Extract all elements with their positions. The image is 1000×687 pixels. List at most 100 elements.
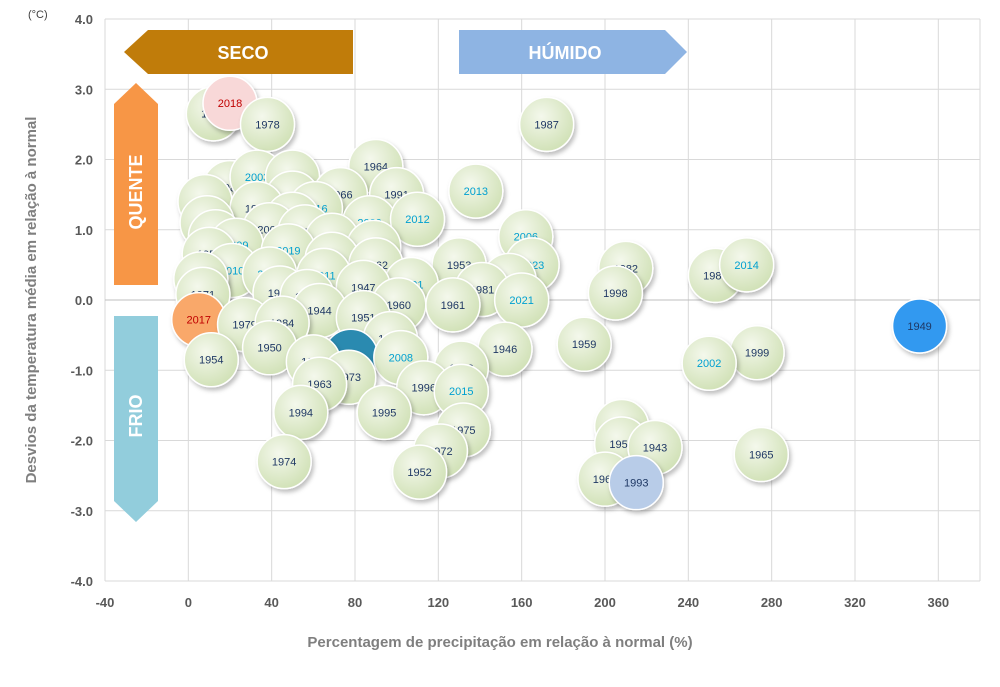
point-label: 1998 xyxy=(603,288,627,300)
y-tick-label: 3.0 xyxy=(75,82,93,97)
point-label: 2012 xyxy=(405,214,429,226)
point-label: 2002 xyxy=(697,358,721,370)
seco-label: SECO xyxy=(217,43,268,63)
x-tick-label: 200 xyxy=(594,595,616,610)
x-tick-label: 40 xyxy=(264,595,278,610)
point-label: 1965 xyxy=(749,449,773,461)
x-axis-title: Percentagem de precipitação em relação à… xyxy=(307,634,692,651)
point-1987: 1987 xyxy=(518,96,575,153)
y-tick-label: -1.0 xyxy=(71,363,93,378)
point-label: 1950 xyxy=(257,343,281,355)
bubble xyxy=(587,265,644,321)
point-1946: 1946 xyxy=(477,321,533,377)
point-label: 1987 xyxy=(534,119,558,131)
bubble xyxy=(183,331,239,388)
point-1949: 1949 xyxy=(891,298,948,354)
point-label: 1949 xyxy=(907,321,931,333)
y-axis-title: Desvios da temperatura média em relação … xyxy=(23,117,40,484)
point-label: 2015 xyxy=(449,386,473,398)
bubble xyxy=(425,277,481,333)
point-1959: 1959 xyxy=(556,316,612,373)
x-tick-label: 240 xyxy=(677,595,699,610)
point-label: 1961 xyxy=(441,300,465,312)
bubble xyxy=(556,316,612,373)
bubble xyxy=(733,426,789,483)
point-1961: 1961 xyxy=(425,277,481,333)
frio-label: FRIO xyxy=(126,395,146,438)
quente-label: QUENTE xyxy=(126,154,146,229)
seco-arrow xyxy=(124,30,353,74)
point-1974: 1974 xyxy=(256,433,312,490)
point-label: 1946 xyxy=(493,344,517,356)
y-tick-label: 2.0 xyxy=(75,153,93,168)
y-tick-label: -2.0 xyxy=(71,434,93,449)
point-1950: 1950 xyxy=(241,320,298,376)
x-tick-label: -40 xyxy=(96,595,115,610)
chart-points: 1985201819781987196419832003199719661980… xyxy=(171,75,948,511)
point-1954: 1954 xyxy=(183,331,239,388)
point-2014: 2014 xyxy=(718,237,775,293)
bubble xyxy=(391,444,448,500)
point-1965: 1965 xyxy=(733,426,789,483)
point-label: 2013 xyxy=(464,186,488,198)
point-label: 1999 xyxy=(745,348,769,360)
point-label: 1954 xyxy=(199,355,223,367)
y-tick-label: 4.0 xyxy=(75,12,93,27)
point-label: 1944 xyxy=(307,305,331,317)
point-label: 2018 xyxy=(218,98,242,110)
point-2002: 2002 xyxy=(681,335,737,391)
y-tick-label: 1.0 xyxy=(75,223,93,238)
bubble xyxy=(608,454,664,511)
point-label: 1974 xyxy=(272,456,296,468)
point-label: 1952 xyxy=(407,467,431,479)
y-tick-label: 0.0 xyxy=(75,293,93,308)
point-label: 1994 xyxy=(289,407,313,419)
point-1978: 1978 xyxy=(239,96,296,153)
y-axis-ticks: 4.0 3.0 2.0 1.0 0.0 -1.0 -2.0 -3.0 -4.0 xyxy=(71,12,93,589)
point-1998: 1998 xyxy=(587,265,644,321)
point-label: 1960 xyxy=(387,300,411,312)
point-label: 1959 xyxy=(572,339,596,351)
point-label: 2008 xyxy=(389,353,413,365)
point-1995: 1995 xyxy=(356,384,412,441)
point-label: 1943 xyxy=(643,442,667,454)
point-1952: 1952 xyxy=(391,444,448,500)
point-label: 2014 xyxy=(734,260,758,272)
bubble xyxy=(389,191,446,247)
x-tick-label: 160 xyxy=(511,595,533,610)
x-tick-label: 360 xyxy=(927,595,949,610)
humido-label: HÚMIDO xyxy=(529,42,602,63)
point-label: 2003 xyxy=(245,172,269,184)
x-tick-label: 0 xyxy=(185,595,192,610)
point-label: 1978 xyxy=(255,119,279,131)
point-label: 2017 xyxy=(187,315,211,327)
bubble xyxy=(518,96,575,153)
quadrant-arrows: SECO HÚMIDO QUENTE FRIO xyxy=(114,30,687,522)
bubble xyxy=(256,433,312,490)
bubble xyxy=(891,298,948,354)
bubble xyxy=(718,237,775,293)
humido-arrow xyxy=(459,30,687,74)
x-tick-label: 80 xyxy=(348,595,362,610)
point-label: 2021 xyxy=(509,295,533,307)
bubble xyxy=(681,335,737,391)
point-label: 1964 xyxy=(364,161,388,173)
bubble xyxy=(448,163,504,219)
point-2021: 2021 xyxy=(493,272,550,328)
y-tick-label: -3.0 xyxy=(71,504,93,519)
point-label: 1996 xyxy=(412,383,436,395)
x-tick-label: 120 xyxy=(427,595,449,610)
x-axis-ticks: -40 0 40 80 120 160 200 240 280 320 360 xyxy=(96,595,950,610)
x-tick-label: 320 xyxy=(844,595,866,610)
point-label: 1995 xyxy=(372,407,396,419)
point-label: 1993 xyxy=(624,478,648,490)
quente-arrow xyxy=(114,83,158,285)
point-2012: 2012 xyxy=(389,191,446,247)
frio-arrow xyxy=(114,316,158,522)
x-tick-label: 280 xyxy=(761,595,783,610)
point-1993: 1993 xyxy=(608,454,664,511)
point-1999: 1999 xyxy=(729,324,785,381)
y-tick-label: -4.0 xyxy=(71,574,93,589)
point-1994: 1994 xyxy=(273,384,329,441)
